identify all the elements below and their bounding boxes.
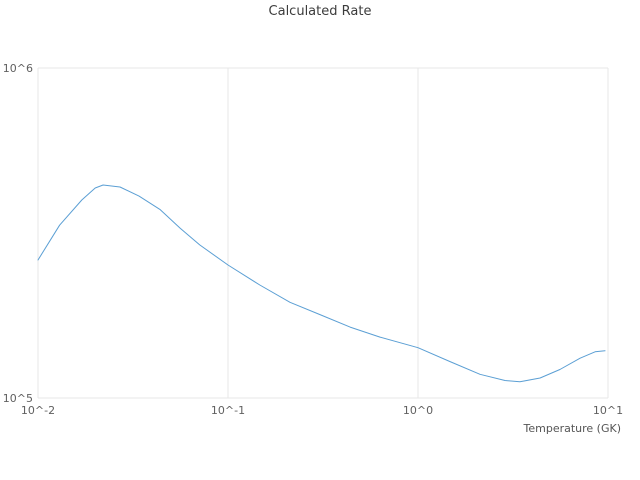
y-tick-label: 10^6 [3, 62, 33, 75]
rate-line [37, 184, 606, 383]
y-tick-label: 10^5 [3, 392, 33, 405]
chart-title: Calculated Rate [268, 4, 372, 19]
x-tick-label: 10^-2 [21, 404, 55, 417]
x-axis-label: Temperature (GK) [523, 422, 622, 435]
x-tick-label: 10^-1 [211, 404, 245, 417]
x-tick-label: 10^0 [403, 404, 433, 417]
x-tick-label: 10^1 [593, 404, 623, 417]
